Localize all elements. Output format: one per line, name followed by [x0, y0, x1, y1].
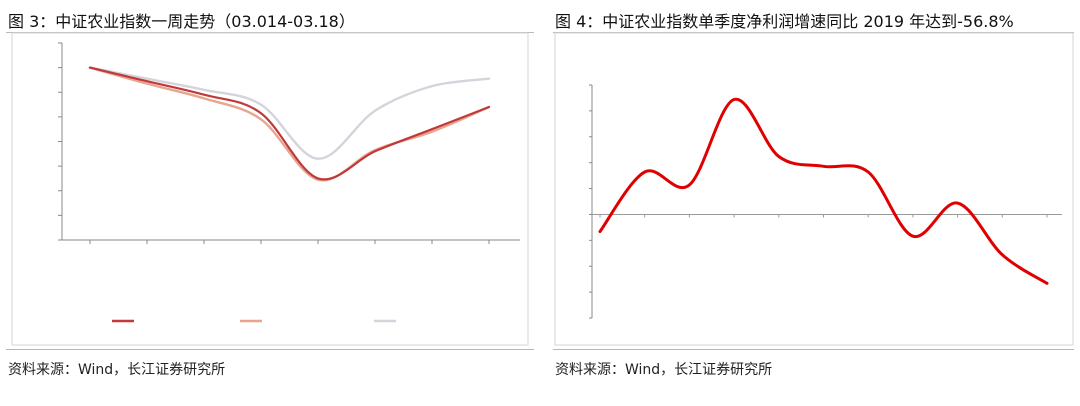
left-series-line-2 [88, 66, 491, 160]
right-line-chart [554, 32, 1074, 346]
right-figure-title: 图 4：中证农业指数单季度净利润增速同比 2019 年达到-56.8% [555, 12, 1014, 31]
left-source-note: 资料来源：Wind，长江证券研究所 [8, 362, 226, 378]
left-chart-panel: 图 3：中证农业指数一周走势（03.014-03.18） 资料来源：Wind，长… [6, 12, 534, 378]
left-figure-title: 图 3：中证农业指数一周走势（03.014-03.18） [8, 12, 355, 31]
right-bottom-rule [553, 349, 1074, 350]
left-chart-frame [11, 32, 529, 346]
right-chart-frame [554, 32, 1074, 346]
left-series-line-0 [88, 66, 491, 181]
right-chart-panel: 图 4：中证农业指数单季度净利润增速同比 2019 年达到-56.8% 资料来源… [547, 0, 1080, 406]
left-line-chart [11, 32, 529, 346]
right-source-note: 资料来源：Wind，长江证券研究所 [555, 362, 773, 378]
left-bottom-rule [6, 349, 534, 350]
right-series-line [598, 97, 1049, 285]
left-series-line-1 [88, 66, 491, 182]
